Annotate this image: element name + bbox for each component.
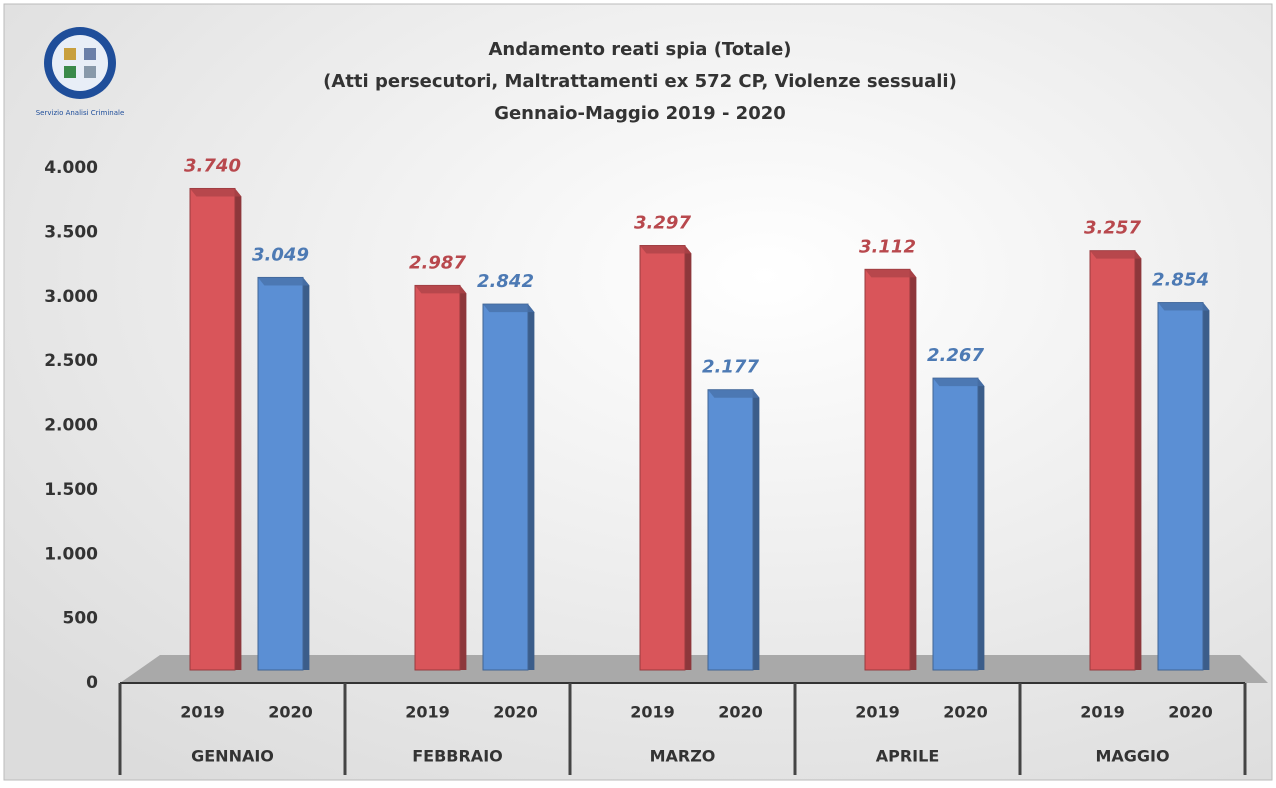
bar-side bbox=[685, 245, 692, 671]
series-sublabel: 2020 bbox=[268, 703, 313, 722]
chart-period: Gennaio-Maggio 2019 - 2020 bbox=[494, 103, 786, 124]
bar-side bbox=[528, 304, 535, 670]
bar bbox=[1089, 250, 1136, 671]
bar bbox=[1157, 302, 1204, 671]
bar-side bbox=[1203, 302, 1210, 670]
series-sublabel: 2020 bbox=[1168, 703, 1213, 722]
y-tick-label: 1.500 bbox=[44, 480, 98, 500]
logo bbox=[44, 27, 116, 99]
bar bbox=[482, 303, 529, 671]
bar-side bbox=[1135, 250, 1142, 670]
y-tick-label: 500 bbox=[63, 609, 99, 629]
value-label: 2.177 bbox=[702, 357, 759, 378]
y-tick-label: 2.500 bbox=[44, 351, 98, 371]
value-label: 2.854 bbox=[1152, 270, 1209, 291]
bar-top bbox=[708, 389, 760, 398]
value-label: 3.297 bbox=[634, 213, 691, 234]
bar bbox=[414, 284, 461, 671]
series-sublabel: 2020 bbox=[718, 703, 763, 722]
series-sublabel: 2019 bbox=[630, 703, 675, 722]
y-tick-label: 2.000 bbox=[44, 416, 98, 436]
bar-top bbox=[1090, 250, 1142, 259]
series-sublabel: 2020 bbox=[943, 703, 988, 722]
bar-side bbox=[910, 269, 917, 670]
bar-top bbox=[483, 304, 535, 313]
logo-text: Servizio Analisi Criminale bbox=[36, 109, 125, 117]
bar-top bbox=[1158, 302, 1210, 311]
y-tick-label: 4.000 bbox=[44, 158, 98, 178]
bar-side bbox=[235, 188, 242, 670]
bar bbox=[932, 377, 979, 671]
value-label: 3.112 bbox=[859, 236, 916, 257]
bar-side bbox=[303, 277, 310, 670]
value-label: 2.842 bbox=[477, 271, 534, 292]
series-sublabel: 2019 bbox=[855, 703, 900, 722]
bar-top bbox=[640, 245, 692, 254]
y-tick-label: 0 bbox=[86, 673, 98, 693]
bar bbox=[707, 389, 754, 671]
bar-side bbox=[753, 389, 760, 670]
x-tick-label: GENNAIO bbox=[191, 747, 274, 766]
bar-top bbox=[258, 277, 310, 286]
series-sublabel: 2019 bbox=[180, 703, 225, 722]
bar-top bbox=[933, 378, 985, 387]
y-tick-label: 3.000 bbox=[44, 287, 98, 307]
y-tick-label: 1.000 bbox=[44, 544, 98, 564]
series-sublabel: 2019 bbox=[1080, 703, 1125, 722]
bar bbox=[257, 276, 304, 671]
value-label: 3.049 bbox=[252, 244, 309, 265]
x-tick-label: FEBBRAIO bbox=[412, 747, 503, 766]
bar-top bbox=[190, 188, 242, 197]
bar-side bbox=[978, 378, 985, 670]
bar bbox=[189, 187, 236, 671]
value-label: 2.987 bbox=[409, 252, 466, 273]
series-sublabel: 2019 bbox=[405, 703, 450, 722]
chart-title: Andamento reati spia (Totale) bbox=[488, 39, 791, 60]
bar bbox=[864, 268, 911, 671]
bar-top bbox=[415, 285, 467, 294]
x-tick-label: APRILE bbox=[876, 747, 940, 766]
y-tick-label: 3.500 bbox=[44, 222, 98, 242]
x-tick-label: MARZO bbox=[650, 747, 716, 766]
bar-top bbox=[865, 269, 917, 278]
series-sublabel: 2020 bbox=[493, 703, 538, 722]
bar bbox=[639, 245, 686, 671]
bar-side bbox=[460, 285, 467, 670]
chart-subtitle: (Atti persecutori, Maltrattamenti ex 572… bbox=[323, 71, 957, 92]
value-label: 3.257 bbox=[1084, 218, 1141, 239]
value-label: 3.740 bbox=[184, 155, 241, 176]
value-label: 2.267 bbox=[927, 345, 984, 366]
x-tick-label: MAGGIO bbox=[1095, 747, 1169, 766]
